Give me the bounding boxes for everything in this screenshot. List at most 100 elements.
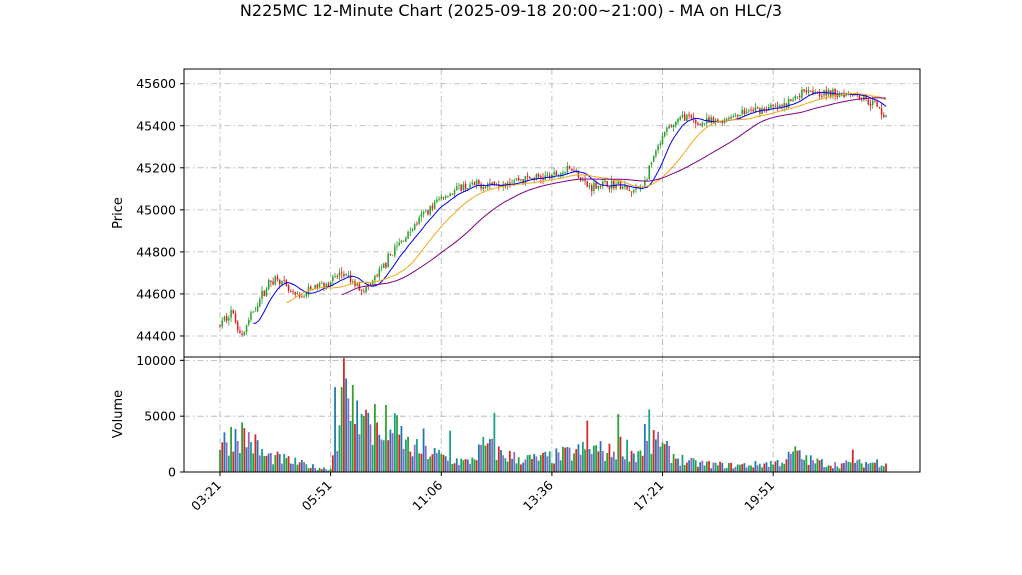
candle-body [327,283,330,286]
candle-body [858,95,861,100]
candle-body [493,181,496,185]
candle-body [714,119,717,122]
volume-bar [663,444,666,472]
candle-body [356,282,358,286]
candle-body [672,125,675,128]
volume-bar [283,453,286,472]
candle-body [595,182,597,189]
candle-body [491,182,493,185]
candle-body [325,284,327,289]
volume-bar [462,460,465,472]
candle-body [526,175,529,177]
volume-bar [480,444,482,472]
candle-body [349,274,352,282]
volume-bar [648,409,651,472]
candle-body [398,242,400,246]
candle-body [657,145,659,150]
candle-body [546,174,549,176]
candle-body [314,284,316,290]
candle-body [278,279,281,285]
volume-bar [296,464,299,472]
x-tick-label: 03:21 [188,478,224,514]
candle-body [524,176,527,183]
candle-body [449,193,451,197]
x-tick-label: 05:51 [299,478,335,514]
volume-bar [482,436,485,472]
volume-bar [413,444,416,472]
candle-body [792,99,794,102]
volume-bar [243,428,246,472]
candle-body [739,115,741,116]
candle-body [533,177,535,180]
volume-bar [752,467,755,472]
candle-body [336,276,339,277]
volume-bar [840,463,843,472]
candle-body [610,180,613,189]
candle-body [597,185,600,189]
volume-bar [539,455,542,472]
volume-bar [584,449,586,472]
candle-body [236,321,239,331]
volume-bar [343,358,345,472]
volume-bar [223,432,226,472]
volume-bar [825,466,828,472]
volume-bar [537,460,540,472]
volume-bar [285,457,288,472]
volume-bar [699,462,702,472]
volume-bar [325,469,328,472]
volume-bar [882,466,885,472]
volume-bar [559,460,562,472]
volume-bar [400,426,403,472]
volume-bar [763,463,766,472]
volume-bar [728,463,730,472]
candle-body [520,179,522,181]
candle-body [803,89,805,91]
candle-body [329,281,332,287]
volume-bar [628,461,631,472]
candle-body [363,291,365,293]
candle-body [690,115,693,118]
candle-body [779,105,781,108]
volume-bar [838,468,841,472]
candle-body [405,238,407,242]
candle-body [473,182,476,186]
candle-body [305,293,308,297]
candle-body [380,267,383,269]
volume-bar [579,454,582,472]
volume-bar [544,451,547,472]
candle-body [863,95,865,101]
volume-bar [427,459,429,472]
volume-bar [723,468,726,472]
candle-body [232,310,235,314]
candle-body [517,177,520,181]
candle-body [683,114,686,121]
volume-bar [495,460,498,472]
candle-body [613,180,615,189]
candle-body [281,280,283,285]
candle-body [351,281,354,283]
volume-bar [522,462,525,472]
volume-bar [398,434,401,472]
candle-body [270,280,272,282]
volume-bar [725,467,728,472]
volume-bar [438,449,440,472]
volume-bar [562,446,564,472]
volume-bar [303,462,305,472]
price-tick-label: 45000 [136,202,176,217]
candle-body [615,183,617,189]
candle-body [259,299,261,307]
candle-body [267,279,270,289]
volume-bar [747,465,750,472]
volume-bar [464,458,467,472]
candle-body [283,279,285,281]
volume-bar [655,439,657,472]
volume-bar [247,432,250,472]
candle-body [761,108,763,115]
x-tick-label: 19:51 [741,478,777,514]
volume-bar [661,442,664,472]
x-tick-label: 13:36 [520,477,556,513]
volume-bar [798,450,801,472]
volume-bar [517,457,520,472]
volume-bar [716,465,719,472]
